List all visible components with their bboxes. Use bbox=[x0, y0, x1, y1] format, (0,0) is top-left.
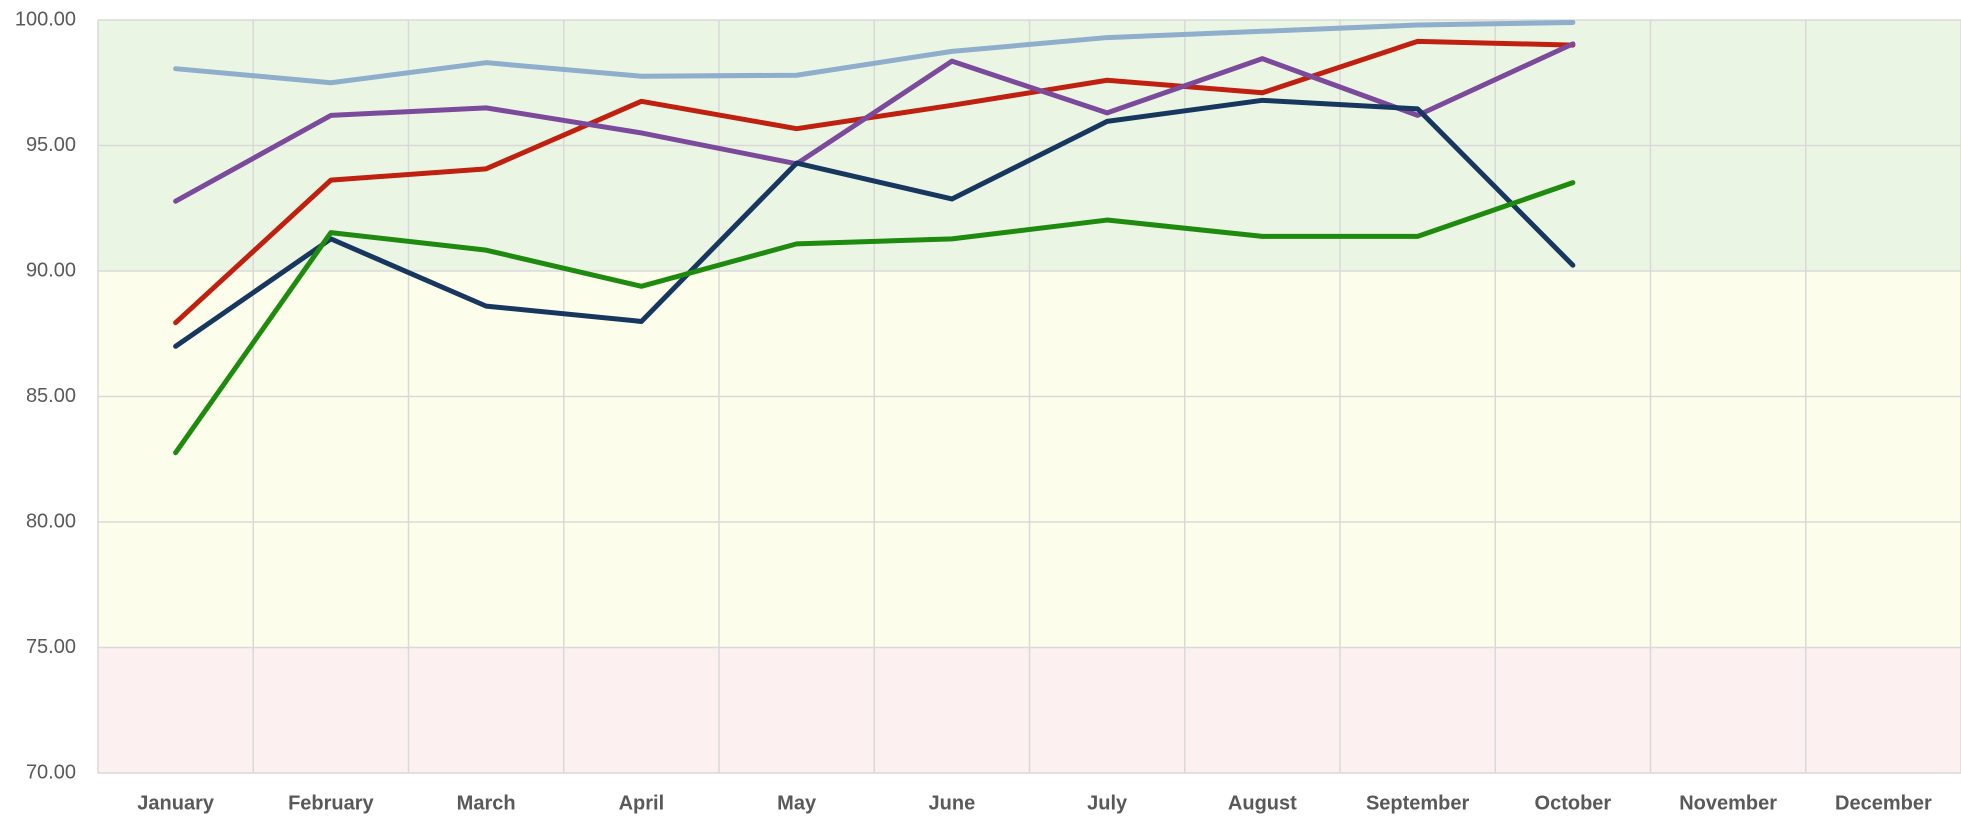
series-line bbox=[173, 20, 1576, 86]
y-tick-label: 75.00 bbox=[26, 636, 76, 658]
x-tick-label: March bbox=[457, 792, 516, 814]
y-tick-label: 100.00 bbox=[15, 8, 76, 30]
x-tick-label: December bbox=[1835, 792, 1932, 814]
series-line bbox=[173, 180, 1576, 456]
y-tick-label: 90.00 bbox=[26, 259, 76, 281]
y-tick-label: 95.00 bbox=[26, 134, 76, 156]
y-tick-label: 80.00 bbox=[26, 510, 76, 532]
x-tick-label: September bbox=[1366, 792, 1470, 814]
x-tick-label: June bbox=[929, 792, 976, 814]
x-tick-label: January bbox=[137, 792, 215, 814]
x-tick-label: November bbox=[1679, 792, 1777, 814]
x-tick-label: August bbox=[1228, 792, 1297, 814]
x-tick-label: April bbox=[619, 792, 665, 814]
x-tick-label: October bbox=[1535, 792, 1612, 814]
y-tick-label: 85.00 bbox=[26, 385, 76, 407]
x-tick-label: July bbox=[1087, 792, 1128, 814]
series-line bbox=[173, 38, 1576, 326]
y-tick-label: 70.00 bbox=[26, 761, 76, 783]
x-tick-label: February bbox=[288, 792, 374, 814]
series-line bbox=[173, 97, 1576, 349]
series-line bbox=[173, 41, 1576, 204]
x-tick-label: May bbox=[777, 792, 817, 814]
